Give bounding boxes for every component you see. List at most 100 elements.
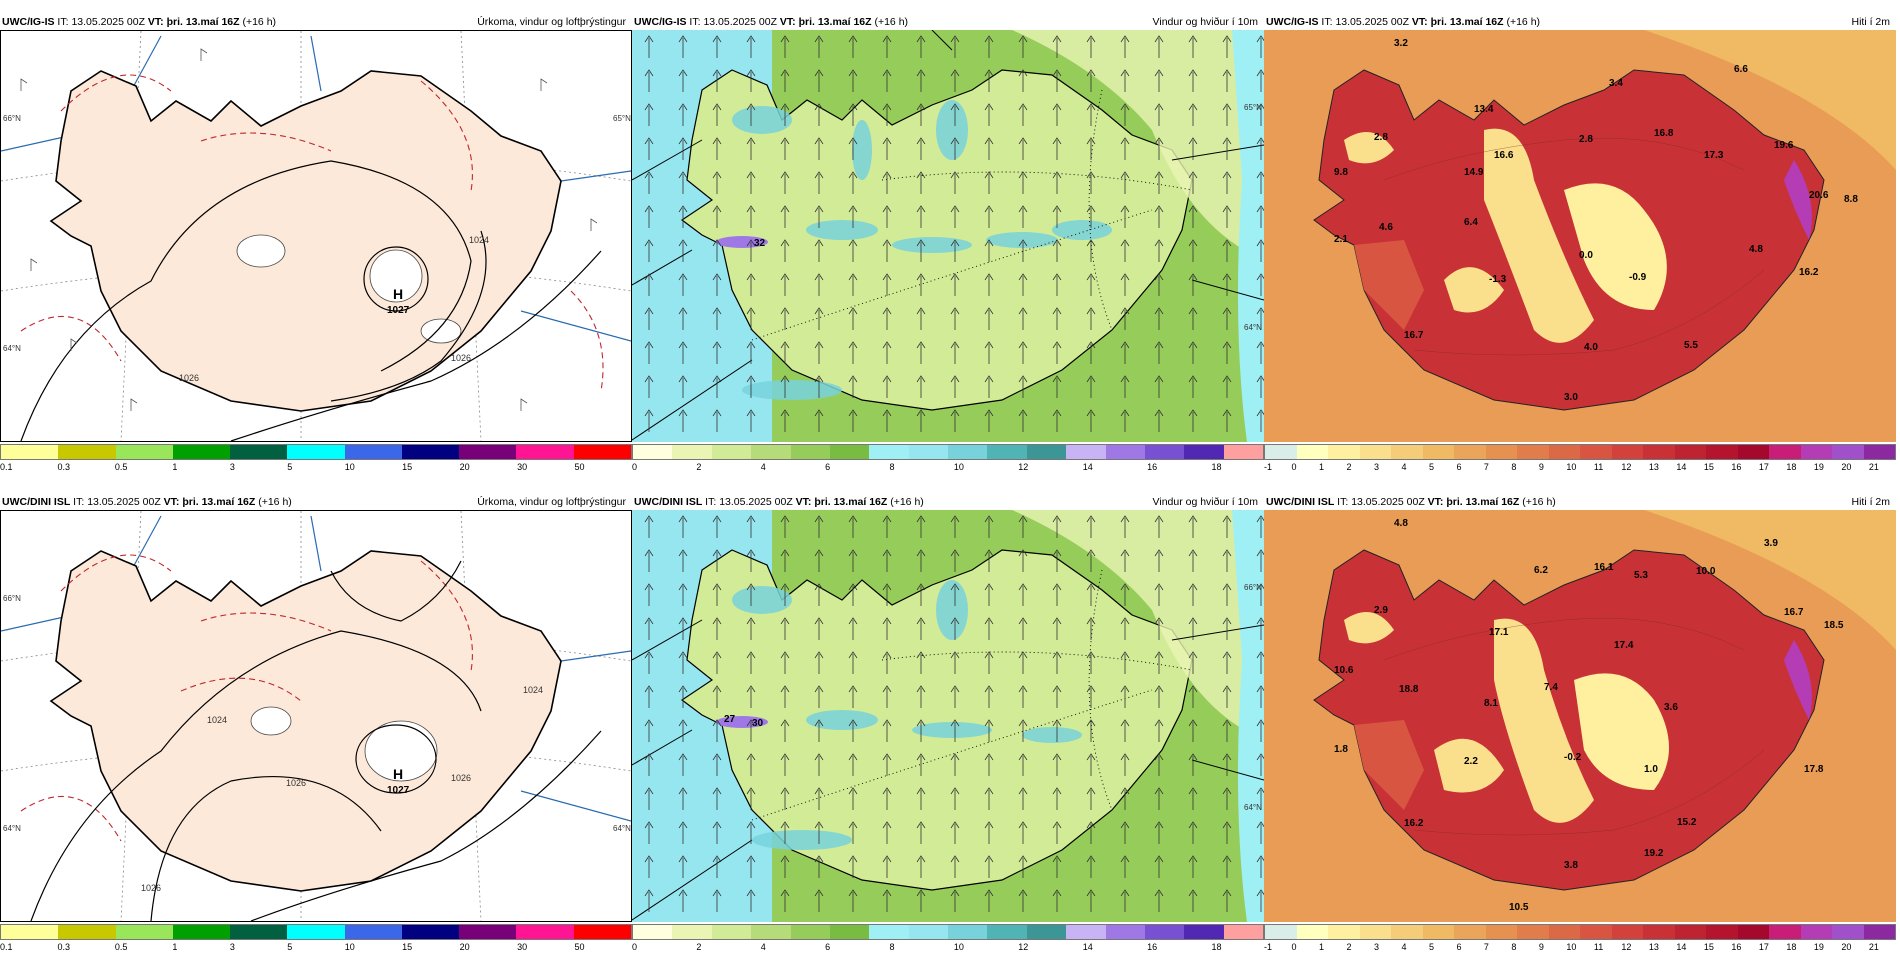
- colorbar-tick: 21: [1868, 462, 1879, 472]
- colorbar-tick: 15: [1703, 942, 1714, 952]
- colorbar-segment: [672, 925, 712, 939]
- temperature-value: 10.5: [1509, 902, 1529, 913]
- temperature-value: 16.6: [1494, 150, 1514, 161]
- colorbar-tick: 15: [1703, 462, 1714, 472]
- colorbar-tick: 0.5: [114, 462, 128, 472]
- colorbar-segment: [516, 445, 574, 459]
- temp-panel-top: UWC/IG-IS IT: 13.05.2025 00Z VT: þri. 13…: [1264, 12, 1896, 474]
- colorbar-tick: 0.5: [114, 942, 128, 952]
- latitude-mark: 64°N: [1244, 323, 1262, 332]
- precip-map[interactable]: H 1027 1024 1024 1026 1026 1026 66°N 64°…: [0, 510, 632, 922]
- colorbar-segment: [1296, 925, 1328, 939]
- lead-time: (+16 h): [242, 16, 277, 28]
- colorbar-tick: 10: [344, 462, 355, 472]
- colorbar-segment: [1328, 445, 1360, 459]
- valid-label: VT:: [1411, 16, 1428, 28]
- precip-panel-top: UWC/IG-IS IT: 13.05.2025 00Z VT: þri. 13…: [0, 12, 632, 474]
- colorbar-segment: [1800, 445, 1832, 459]
- colorbar-segment: [1454, 925, 1486, 939]
- high-pressure-value: 1027: [387, 305, 410, 316]
- temp-colorbar: [1264, 444, 1896, 460]
- colorbar-segment: [1454, 445, 1486, 459]
- temp-map[interactable]: 3.2 3.4 6.6 13.4 2.8 2.8 16.8 16.6 19.6 17.3 9.8 14…: [1264, 30, 1896, 442]
- lead-time: (+16 h): [1506, 16, 1541, 28]
- model-name: UWC/IG-IS: [634, 16, 687, 28]
- colorbar-tick: 16: [1147, 462, 1158, 472]
- colorbar-tick: 17: [1758, 462, 1769, 472]
- colorbar-segment: [230, 925, 288, 939]
- colorbar-tick: 18: [1786, 462, 1797, 472]
- panel-header: UWC/DINI ISL IT: 13.05.2025 00Z VT: þri.…: [2, 494, 628, 510]
- colorbar-tick: 5: [1428, 462, 1434, 472]
- colorbar-tick: 10: [953, 942, 964, 952]
- colorbar-tick: 10: [953, 462, 964, 472]
- temperature-value: 3.8: [1564, 860, 1578, 871]
- colorbar-segment: [1611, 445, 1643, 459]
- colorbar-segment: [1026, 925, 1067, 939]
- colorbar-segment: [1265, 445, 1297, 459]
- wind-map[interactable]: 32 65°N 64°N: [632, 30, 1264, 442]
- model-name: UWC/DINI ISL: [634, 496, 703, 508]
- colorbar-segment: [58, 925, 116, 939]
- colorbar-segment: [711, 925, 752, 939]
- colorbar-segment: [1359, 925, 1391, 939]
- temperature-value: 4.8: [1749, 244, 1763, 255]
- init-time: 13.05.2025 00Z: [1335, 16, 1409, 28]
- colorbar-tick: 0.1: [0, 942, 13, 952]
- temperature-value: 1.0: [1644, 764, 1658, 775]
- colorbar-segment: [633, 445, 673, 459]
- colorbar-tick: 16: [1731, 462, 1742, 472]
- temperature-value: 2.8: [1374, 132, 1388, 143]
- init-label: IT:: [689, 16, 701, 28]
- colorbar-segment: [751, 925, 791, 939]
- colorbar-tick: 50: [574, 942, 585, 952]
- precip-colorbar-ticks: 0.1 0.3 0.5 1 3 5 10 15 20 30 50: [0, 462, 632, 474]
- colorbar-segment: [1, 445, 59, 459]
- colorbar-segment: [58, 445, 116, 459]
- wind-map[interactable]: 27 30 66°N 64°N: [632, 510, 1264, 922]
- colorbar-segment: [1144, 925, 1185, 939]
- colorbar-tick: 15: [402, 462, 413, 472]
- colorbar-tick: 2: [1346, 462, 1352, 472]
- temperature-value: 16.2: [1404, 818, 1424, 829]
- colorbar-segment: [1184, 445, 1224, 459]
- colorbar-tick: 17: [1758, 942, 1769, 952]
- colorbar-segment: [1548, 925, 1580, 939]
- init-label: IT:: [705, 496, 717, 508]
- colorbar-tick: 1: [1318, 942, 1324, 952]
- colorbar-segment: [1643, 925, 1675, 939]
- colorbar-tick: 9: [1538, 942, 1544, 952]
- init-label: IT:: [73, 496, 85, 508]
- product-title: Vindur og hviður í 10m: [1152, 16, 1258, 28]
- colorbar-tick: 5: [1428, 942, 1434, 952]
- colorbar-tick: 10: [1566, 942, 1577, 952]
- colorbar-segment: [1422, 925, 1454, 939]
- temperature-value: 20.6: [1809, 190, 1829, 201]
- temp-map[interactable]: 4.8 3.9 6.2 16.1 5.3 10.0 2.9 16.7 18.5 17.1 17.4 1…: [1264, 510, 1896, 922]
- temperature-value: 6.2: [1534, 565, 1548, 576]
- colorbar-tick: 10: [344, 942, 355, 952]
- colorbar-tick: 16: [1147, 942, 1158, 952]
- temperature-value: 1.8: [1334, 744, 1348, 755]
- panel-header: UWC/IG-IS IT: 13.05.2025 00Z VT: þri. 13…: [2, 14, 628, 30]
- colorbar-tick: 21: [1868, 942, 1879, 952]
- temperature-value: 13.4: [1474, 104, 1494, 115]
- colorbar-segment: [1548, 445, 1580, 459]
- colorbar-segment: [1391, 925, 1423, 939]
- init-time: 13.05.2025 00Z: [1351, 496, 1425, 508]
- lead-time: (+16 h): [874, 16, 909, 28]
- colorbar-tick: 9: [1538, 462, 1544, 472]
- colorbar-segment: [1643, 445, 1675, 459]
- colorbar-tick: -1: [1264, 942, 1273, 952]
- temperature-value: 3.2: [1394, 38, 1408, 49]
- colorbar-tick: 3: [1373, 462, 1379, 472]
- colorbar-tick: 5: [287, 462, 293, 472]
- precip-map[interactable]: H 1027 1024 1026 1026 66°N 64°N 65°N: [0, 30, 632, 442]
- colorbar-tick: 12: [1621, 462, 1632, 472]
- colorbar-tick: 3: [229, 942, 235, 952]
- colorbar-segment: [1265, 925, 1297, 939]
- latitude-mark: 66°N: [3, 114, 21, 123]
- temperature-value: 17.1: [1489, 627, 1509, 638]
- temperature-value: 3.0: [1564, 392, 1578, 403]
- colorbar-segment: [230, 445, 288, 459]
